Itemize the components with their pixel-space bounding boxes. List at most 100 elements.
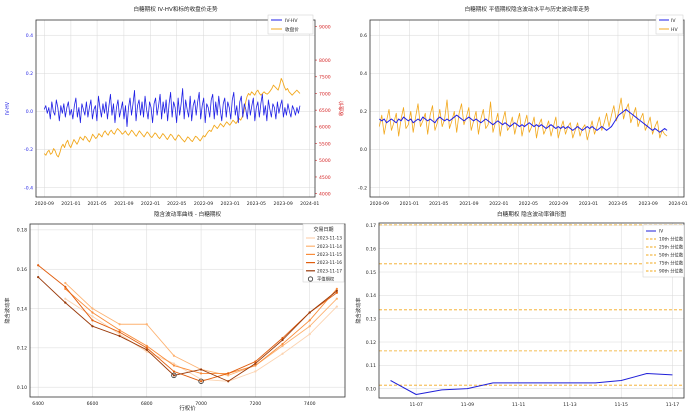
smile-point bbox=[172, 370, 176, 373]
legend-box bbox=[642, 224, 685, 278]
x-tick-label: 2021-09 bbox=[459, 201, 478, 207]
smile-point bbox=[335, 291, 338, 294]
smile-point bbox=[37, 275, 40, 279]
x-tick-label: 2023-05 bbox=[247, 201, 266, 207]
smile-point bbox=[145, 344, 148, 347]
x-tick-label: 2022-09 bbox=[194, 201, 213, 207]
smile-point bbox=[281, 338, 284, 342]
legend-label: 2023-11-17 bbox=[317, 268, 342, 274]
smile-point bbox=[199, 380, 203, 383]
series-line-iv bbox=[379, 108, 668, 133]
smile-point bbox=[118, 331, 121, 334]
x-tick-label: 7000 bbox=[195, 401, 207, 407]
y-tick-label: -0.2 bbox=[24, 147, 33, 153]
smile-point bbox=[172, 362, 176, 365]
x-tick-label: 2024-01 bbox=[300, 201, 319, 207]
x-tick-label: 2020-09 bbox=[370, 201, 389, 207]
smile-point bbox=[281, 342, 284, 346]
legend-label: 25th 分位数 bbox=[659, 244, 684, 251]
x-tick-label: 7400 bbox=[304, 401, 316, 407]
smile-point bbox=[254, 370, 257, 373]
smile-point bbox=[64, 297, 67, 300]
smile-point bbox=[335, 297, 338, 300]
smile-point bbox=[227, 374, 230, 377]
legend-label: IV bbox=[671, 18, 676, 24]
smile-point bbox=[145, 348, 148, 351]
series-line-iv bbox=[390, 373, 673, 395]
y-axis-label: 隐含波动率 bbox=[3, 298, 11, 324]
y-tick-label: 0.15 bbox=[366, 270, 376, 276]
legend-title: 交易日期 bbox=[313, 226, 333, 233]
x-tick-label: 2020-09 bbox=[35, 201, 54, 207]
plot-frame-4 bbox=[378, 222, 685, 399]
legend-label: HV bbox=[671, 27, 678, 33]
smile-point bbox=[227, 372, 230, 375]
y-axis-label: 隐含波动率 bbox=[354, 298, 362, 324]
x-tick-label: 6800 bbox=[141, 401, 153, 407]
y-tick-label: -0.4 bbox=[24, 185, 33, 191]
smile-point bbox=[254, 360, 257, 363]
smile-point bbox=[64, 281, 67, 285]
series-line-hv bbox=[378, 97, 668, 141]
x-tick-label: 2022-01 bbox=[489, 201, 508, 207]
smile-point bbox=[227, 380, 230, 383]
y-tick-label: 0.12 bbox=[17, 346, 27, 352]
right-y-tick-label: 7500 bbox=[319, 75, 331, 81]
smile-point bbox=[118, 334, 121, 338]
smile-point bbox=[308, 319, 311, 322]
right-y-tick-label: 8000 bbox=[319, 58, 331, 64]
right-y-axis-label: 收盘价 bbox=[337, 100, 345, 116]
smile-point bbox=[308, 311, 311, 314]
x-tick-label: 11-13 bbox=[563, 402, 576, 408]
y-tick-label: 0.10 bbox=[366, 386, 376, 392]
right-y-tick-label: 4500 bbox=[319, 175, 331, 181]
right-y-tick-label: 9000 bbox=[319, 24, 331, 30]
x-tick-label: 2021-09 bbox=[114, 201, 133, 207]
chart-title: 白糖期权 平值期权隐含波动水平与历史波动率走势 bbox=[465, 5, 590, 13]
smile-point bbox=[91, 325, 94, 328]
right-y-tick-label: 4000 bbox=[319, 191, 331, 197]
x-tick-label: 2022-05 bbox=[167, 201, 186, 207]
smile-point bbox=[281, 352, 284, 355]
y-tick-label: 0.13 bbox=[366, 316, 376, 322]
series-line-close bbox=[43, 77, 301, 158]
right-y-tick-label: 6000 bbox=[319, 125, 331, 131]
legend-label: IV bbox=[659, 229, 663, 235]
smile-point bbox=[37, 264, 40, 267]
plot-frame-1 bbox=[35, 19, 316, 198]
legend-box bbox=[655, 14, 684, 35]
x-tick-label: 2023-01 bbox=[579, 201, 598, 207]
x-tick-label: 6400 bbox=[32, 401, 44, 407]
y-tick-label: 0.14 bbox=[366, 293, 376, 299]
smile-point bbox=[172, 364, 176, 367]
atm-marker bbox=[171, 372, 177, 379]
y-tick-label: 0.2 bbox=[360, 109, 367, 115]
smile-point bbox=[308, 332, 311, 336]
smile-point bbox=[91, 311, 94, 314]
chart-title: 隐含波动率曲线 - 白糖期权 bbox=[154, 210, 222, 218]
y-tick-label: 0.14 bbox=[17, 306, 27, 312]
x-tick-label: 2021-01 bbox=[61, 201, 80, 207]
y-tick-label: 0.2 bbox=[26, 71, 33, 77]
atm-marker bbox=[198, 378, 204, 384]
y-tick-label: 0.10 bbox=[17, 385, 27, 391]
smile-point bbox=[145, 350, 148, 353]
legend-label: IV-HV bbox=[285, 18, 298, 24]
legend-box bbox=[302, 223, 345, 283]
x-tick-label: 11-17 bbox=[666, 402, 679, 408]
series-line-iv-hv bbox=[43, 88, 301, 127]
smile-point bbox=[145, 346, 148, 349]
x-tick-label: 2022-05 bbox=[519, 201, 538, 207]
legend-label: 2023-11-15 bbox=[317, 252, 342, 258]
x-tick-label: 11-11 bbox=[512, 402, 525, 408]
x-tick-label: 2021-05 bbox=[87, 201, 106, 207]
smile-point bbox=[118, 329, 121, 332]
smile-point bbox=[91, 319, 94, 322]
y-axis-label: IV-HV bbox=[5, 101, 11, 115]
smile-point bbox=[308, 325, 311, 328]
smile-point bbox=[118, 323, 121, 326]
smile-point bbox=[199, 368, 203, 371]
smile-point bbox=[335, 289, 338, 292]
plot-frame-2 bbox=[369, 19, 685, 198]
x-axis-label: 行权价 bbox=[179, 404, 196, 412]
